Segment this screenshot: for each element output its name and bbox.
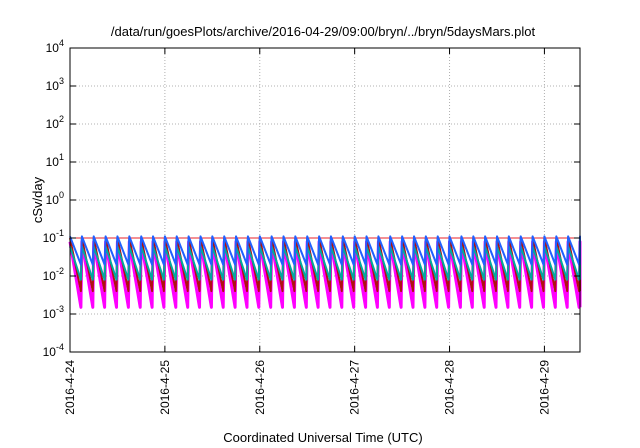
y-tick-exponent: 0 (59, 190, 64, 200)
y-tick-label: 100 (46, 190, 64, 207)
x-tick-label: 2016-4-26 (253, 360, 267, 415)
y-tick-base: 10 (46, 79, 60, 93)
x-tick-label: 2016-4-28 (443, 360, 457, 415)
chart-title: /data/run/goesPlots/archive/2016-04-29/0… (111, 24, 536, 39)
x-tick-label: 2016-4-27 (348, 360, 362, 415)
y-tick-label: 10-1 (43, 228, 64, 245)
y-tick-base: 10 (43, 307, 57, 321)
y-tick-base: 10 (46, 41, 60, 55)
y-tick-label: 104 (46, 38, 64, 55)
y-tick-exponent: 2 (59, 114, 64, 124)
y-tick-exponent: -3 (56, 304, 64, 314)
y-tick-exponent: -1 (56, 228, 64, 238)
y-tick-label: 101 (46, 152, 64, 169)
y-tick-base: 10 (43, 269, 57, 283)
series-group (68, 235, 582, 309)
series-line (69, 235, 581, 266)
y-tick-label: 102 (46, 114, 64, 131)
y-tick-base: 10 (46, 193, 60, 207)
y-tick-exponent: 4 (59, 38, 64, 48)
y-tick-label: 10-3 (43, 304, 64, 321)
x-tick-label: 2016-4-29 (537, 360, 551, 415)
x-axis: 2016-4-24 2016-4-25 2016-4-26 2016-4-27 2016… (63, 48, 551, 415)
y-tick-exponent: 3 (59, 76, 64, 86)
x-tick-label: 2016-4-24 (63, 360, 77, 415)
y-tick-label: 103 (46, 76, 64, 93)
grid (70, 48, 580, 352)
y-tick-base: 10 (43, 231, 57, 245)
y-tick-label: 10-4 (43, 342, 64, 359)
y-tick-label: 10-2 (43, 266, 64, 283)
x-axis-label: Coordinated Universal Time (UTC) (223, 430, 422, 445)
x-tick-label: 2016-4-25 (158, 360, 172, 415)
y-tick-base: 10 (43, 345, 57, 359)
y-tick-exponent: -4 (56, 342, 64, 352)
y-tick-base: 10 (46, 155, 60, 169)
y-tick-exponent: 1 (59, 152, 64, 162)
y-axis-label: cSv/day (30, 176, 45, 223)
y-tick-exponent: -2 (56, 266, 64, 276)
y-tick-base: 10 (46, 117, 60, 131)
